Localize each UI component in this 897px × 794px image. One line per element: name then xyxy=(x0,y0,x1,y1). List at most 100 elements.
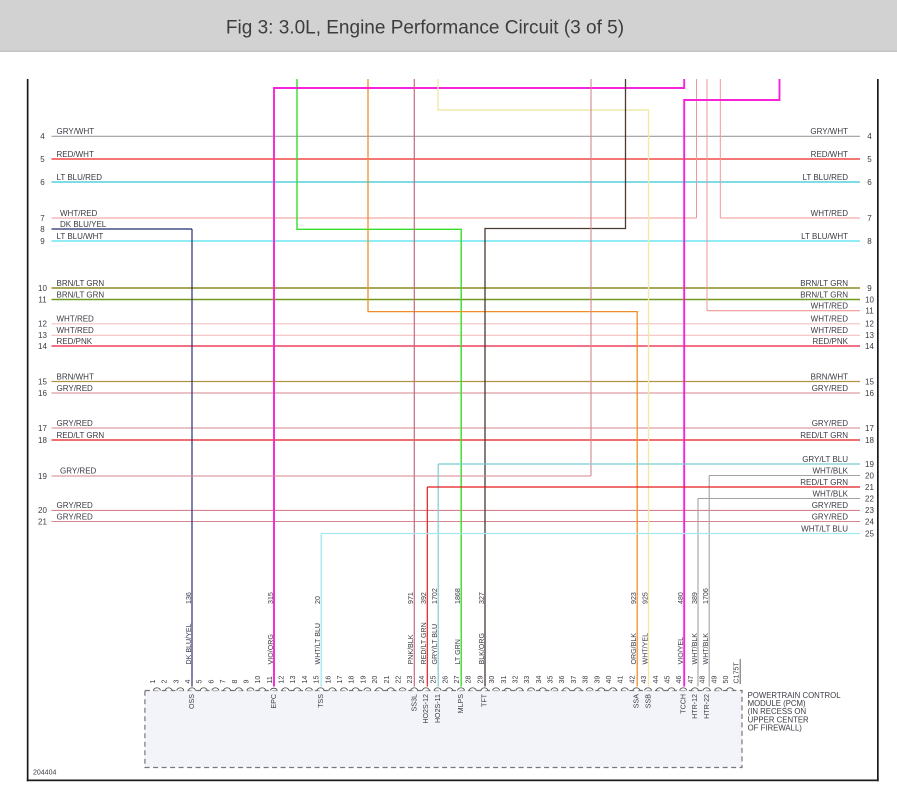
svg-text:923: 923 xyxy=(630,592,638,604)
svg-text:18: 18 xyxy=(38,436,47,445)
svg-text:10: 10 xyxy=(254,676,262,684)
svg-text:RED/WHT: RED/WHT xyxy=(811,150,848,159)
svg-text:46: 46 xyxy=(675,676,683,684)
svg-text:38: 38 xyxy=(582,676,590,684)
svg-text:GRY/RED: GRY/RED xyxy=(812,512,849,521)
svg-text:6: 6 xyxy=(40,178,45,187)
svg-text:1: 1 xyxy=(149,680,157,684)
svg-text:TFT: TFT xyxy=(481,693,489,707)
svg-text:4: 4 xyxy=(40,132,45,141)
svg-text:17: 17 xyxy=(865,424,874,433)
svg-text:DK BLU/YEL: DK BLU/YEL xyxy=(185,623,193,664)
svg-text:40: 40 xyxy=(605,676,613,684)
svg-text:GRY/RED: GRY/RED xyxy=(812,384,849,393)
svg-text:389: 389 xyxy=(691,592,699,604)
svg-text:WHT/RED: WHT/RED xyxy=(811,209,849,218)
svg-text:18: 18 xyxy=(348,676,356,684)
svg-text:GRY/LT BLU: GRY/LT BLU xyxy=(802,455,848,464)
svg-text:Fig 3: 3.0L, Engine Performanc: Fig 3: 3.0L, Engine Performance Circuit … xyxy=(226,18,624,39)
svg-text:WHT/BLK: WHT/BLK xyxy=(812,489,848,498)
svg-text:15: 15 xyxy=(313,676,321,684)
svg-text:WHT/RED: WHT/RED xyxy=(60,209,98,218)
svg-text:25: 25 xyxy=(430,676,438,684)
svg-text:16: 16 xyxy=(324,676,332,684)
svg-text:8: 8 xyxy=(867,237,872,246)
svg-text:11: 11 xyxy=(865,307,874,316)
svg-text:20: 20 xyxy=(38,506,47,515)
svg-text:WHT/LT BLU: WHT/LT BLU xyxy=(801,524,848,533)
svg-text:TSS: TSS xyxy=(317,694,325,708)
svg-text:34: 34 xyxy=(535,676,543,684)
svg-text:35: 35 xyxy=(547,676,555,684)
svg-text:LT BLU/RED: LT BLU/RED xyxy=(57,173,103,182)
svg-text:19: 19 xyxy=(359,676,367,684)
svg-text:11: 11 xyxy=(38,295,47,304)
svg-text:32: 32 xyxy=(511,676,519,684)
svg-text:24: 24 xyxy=(865,517,874,526)
svg-text:10: 10 xyxy=(38,284,47,293)
svg-text:971: 971 xyxy=(407,592,415,604)
svg-text:HTR-22: HTR-22 xyxy=(703,694,711,719)
svg-text:20: 20 xyxy=(371,676,379,684)
svg-text:POWERTRAIN CONTROL: POWERTRAIN CONTROL xyxy=(748,691,842,700)
svg-text:GRY/RED: GRY/RED xyxy=(60,466,97,475)
svg-text:WHT/LT BLU: WHT/LT BLU xyxy=(314,623,322,665)
svg-text:48: 48 xyxy=(699,676,707,684)
svg-text:9: 9 xyxy=(40,237,45,246)
svg-text:VIO/YEL: VIO/YEL xyxy=(677,637,685,665)
svg-text:26: 26 xyxy=(441,676,449,684)
svg-text:45: 45 xyxy=(663,676,671,684)
svg-text:42: 42 xyxy=(628,676,636,684)
svg-text:9: 9 xyxy=(867,284,872,293)
svg-text:WHT/RED: WHT/RED xyxy=(811,326,849,335)
svg-text:BRN/WHT: BRN/WHT xyxy=(811,372,848,381)
svg-text:39: 39 xyxy=(593,676,601,684)
svg-text:RED/WHT: RED/WHT xyxy=(57,150,94,159)
svg-text:SS3L: SS3L xyxy=(410,694,418,711)
svg-text:GRY/RED: GRY/RED xyxy=(57,501,94,510)
svg-text:GRY/WHT: GRY/WHT xyxy=(57,127,95,136)
svg-text:LT BLU/WHT: LT BLU/WHT xyxy=(801,232,848,241)
svg-text:DK BLU/YEL: DK BLU/YEL xyxy=(60,220,107,229)
svg-text:SSA: SSA xyxy=(633,694,641,708)
svg-text:7: 7 xyxy=(867,214,872,223)
svg-text:RED/PNK: RED/PNK xyxy=(57,337,93,346)
svg-text:14: 14 xyxy=(301,676,309,684)
svg-text:7: 7 xyxy=(219,680,227,684)
svg-text:8: 8 xyxy=(231,680,239,684)
svg-text:21: 21 xyxy=(383,676,391,684)
svg-text:2: 2 xyxy=(161,680,169,684)
svg-text:315: 315 xyxy=(267,592,275,604)
svg-text:49: 49 xyxy=(710,676,718,684)
svg-text:WHT/BLK: WHT/BLK xyxy=(812,466,848,475)
svg-text:C175T: C175T xyxy=(732,662,740,684)
svg-text:1706: 1706 xyxy=(702,588,710,604)
svg-text:GRY/RED: GRY/RED xyxy=(57,384,94,393)
svg-text:BRN/LT GRN: BRN/LT GRN xyxy=(800,279,848,288)
svg-text:HTR-12: HTR-12 xyxy=(691,694,699,719)
svg-text:204404: 204404 xyxy=(33,770,56,777)
svg-text:136: 136 xyxy=(185,592,193,604)
svg-text:RED/LT GRN: RED/LT GRN xyxy=(800,431,848,440)
svg-text:24: 24 xyxy=(418,676,426,684)
svg-text:11: 11 xyxy=(266,676,274,683)
svg-text:31: 31 xyxy=(500,676,508,684)
svg-text:43: 43 xyxy=(640,676,648,684)
svg-text:BRN/LT GRN: BRN/LT GRN xyxy=(57,279,105,288)
svg-text:17: 17 xyxy=(336,676,344,684)
svg-text:5: 5 xyxy=(867,155,872,164)
svg-text:1868: 1868 xyxy=(454,588,462,604)
svg-text:EPC: EPC xyxy=(270,694,278,709)
svg-text:4: 4 xyxy=(867,132,872,141)
svg-text:20: 20 xyxy=(865,471,874,480)
svg-text:10: 10 xyxy=(865,295,874,304)
svg-text:TCCH: TCCH xyxy=(679,694,687,714)
svg-text:GRY/LT BLU: GRY/LT BLU xyxy=(431,624,439,665)
svg-text:GRY/RED: GRY/RED xyxy=(57,512,94,521)
svg-text:22: 22 xyxy=(865,494,874,503)
svg-text:14: 14 xyxy=(865,342,874,351)
svg-text:15: 15 xyxy=(865,377,874,386)
svg-text:25: 25 xyxy=(865,529,874,538)
svg-text:4: 4 xyxy=(184,680,192,684)
svg-text:27: 27 xyxy=(453,676,461,684)
